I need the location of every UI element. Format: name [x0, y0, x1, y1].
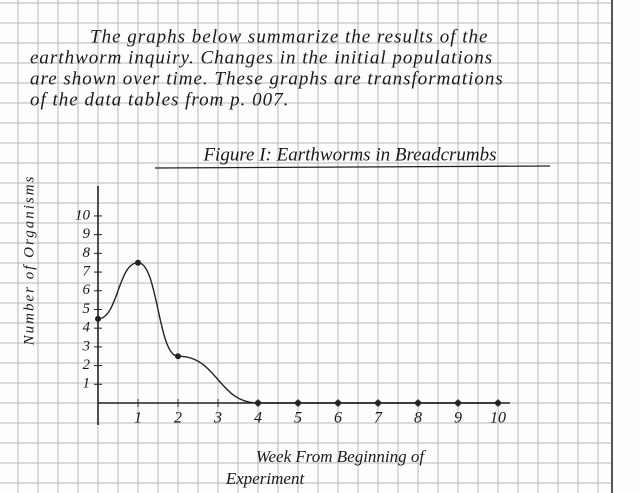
x-axis-label: Experiment: [225, 469, 306, 488]
intro-line: earthworm inquiry. Changes in the initia…: [30, 47, 493, 68]
y-tick-label: 10: [75, 207, 91, 223]
intro-line: of the data tables from p. 007.: [30, 89, 289, 110]
data-point: [255, 400, 261, 406]
y-tick-label: 9: [83, 226, 91, 242]
y-axis-label: Number of Organisms: [21, 175, 37, 347]
x-tick-label: 6: [334, 410, 342, 427]
data-point: [295, 400, 301, 406]
data-point: [375, 400, 381, 406]
x-tick-label: 9: [454, 410, 462, 427]
y-tick-label: 6: [83, 282, 91, 298]
x-tick-label: 5: [294, 410, 302, 427]
intro-line: The graphs below summarize the results o…: [90, 26, 488, 47]
data-point: [495, 400, 501, 406]
x-tick-label: 8: [414, 410, 422, 427]
data-point: [135, 260, 141, 266]
y-tick-label: 4: [83, 320, 91, 336]
x-tick-label: 4: [254, 410, 262, 427]
x-tick-label: 3: [213, 410, 222, 427]
x-tick-label: 10: [490, 410, 506, 427]
y-tick-label: 2: [83, 357, 91, 373]
y-tick-label: 1: [83, 376, 91, 392]
data-point: [455, 400, 461, 406]
intro-line: are shown over time. These graphs are tr…: [30, 68, 504, 89]
x-tick-label: 7: [374, 410, 383, 427]
data-point: [175, 353, 181, 359]
notebook-page: The graphs below summarize the results o…: [0, 0, 640, 493]
y-tick-label: 8: [83, 245, 91, 261]
chart-title: Figure I: Earthworms in Breadcrumbs: [202, 144, 496, 165]
x-axis-label: Week From Beginning of: [256, 447, 427, 466]
data-point: [335, 400, 341, 406]
y-tick-label: 3: [82, 338, 91, 354]
x-tick-label: 1: [134, 410, 142, 427]
y-tick-label: 5: [83, 301, 91, 317]
data-point: [415, 400, 421, 406]
data-point: [95, 316, 101, 322]
x-tick-label: 2: [174, 410, 182, 427]
